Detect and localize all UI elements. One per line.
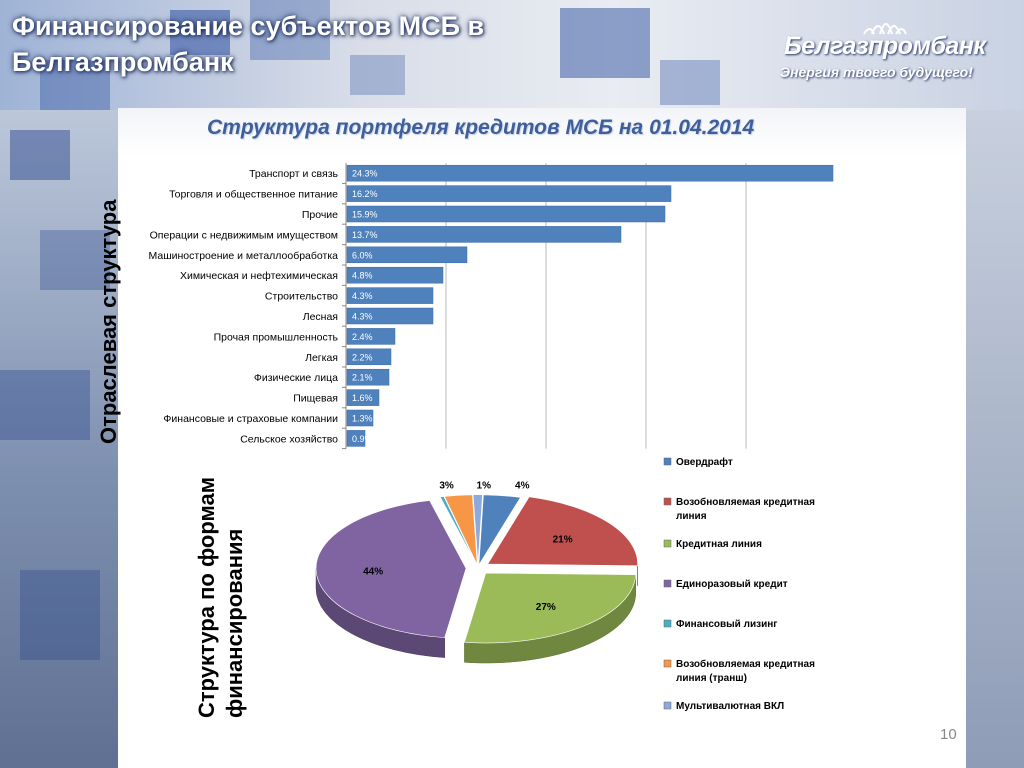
legend-label: Возобновляемая кредитная линия (676, 496, 815, 522)
pie-slice (444, 494, 478, 565)
category-label: Легкая (305, 352, 338, 364)
category-label: Прочая промышленность (214, 331, 339, 343)
slide-title: Финансирование субъектов МСБ в Белгазпро… (12, 11, 485, 77)
bar (346, 226, 622, 243)
category-label: Прочие (302, 209, 338, 221)
bar-data-label: 15.9% (352, 210, 378, 220)
category-label: Транспорт и связь (249, 168, 338, 180)
legend-swatch (663, 497, 672, 506)
bar (346, 185, 672, 202)
bar (346, 246, 468, 264)
bar (346, 328, 396, 345)
category-label: Химическая и нефтехимическая (180, 270, 338, 282)
pie-slice (464, 572, 637, 644)
logo-emblem-icon (863, 23, 907, 35)
bank-logo: Белгазпромбанк Энергия твоего будущего! (776, 14, 998, 84)
pie-data-label: 27% (536, 602, 556, 613)
bar-data-label: 0.9% (352, 434, 373, 444)
right-decor-background (966, 110, 1024, 768)
legend-label: Кредитная линия (676, 539, 762, 550)
bar-data-label: 2.2% (352, 352, 373, 362)
legend-swatch (663, 619, 672, 628)
pie-data-label: 44% (363, 567, 383, 578)
bar (346, 266, 444, 284)
legend-swatch (663, 457, 672, 466)
legend-label: Единоразовый кредит (676, 579, 788, 590)
bar-data-label: 4.3% (352, 291, 373, 301)
bar (346, 389, 380, 406)
bar-data-label: 16.2% (352, 189, 378, 199)
bar-data-label: 1.3% (352, 414, 373, 424)
legend-label: Овердрафт (676, 456, 733, 468)
bar (346, 307, 434, 325)
pie-slice (472, 494, 483, 565)
bar (346, 287, 434, 304)
category-label: Машиностроение и металлообработка (149, 250, 339, 262)
bar-data-label: 2.1% (352, 373, 373, 383)
legend-swatch (663, 659, 672, 668)
category-label: Строительство (265, 291, 338, 303)
page-number: 10 (940, 726, 957, 743)
legend-label: Финансовый лизинг (676, 619, 777, 630)
logo-name: Белгазпромбанк (784, 32, 986, 60)
bar-data-label: 24.3% (352, 169, 378, 179)
category-label: Лесная (303, 311, 338, 323)
logo-slogan: Энергия твоего будущего! (780, 64, 973, 80)
category-label: Пищевая (293, 393, 338, 405)
pie-data-label: 21% (553, 534, 573, 545)
bar (346, 205, 666, 223)
pie-data-label: 4% (515, 481, 530, 492)
financing-forms-label-line2: финансирования (222, 528, 247, 718)
pie-slice (478, 494, 521, 565)
legend-label: Мультивалютная ВКЛ (676, 701, 784, 712)
pie-data-labels: 4% 21% 27% 44% 3% 1% (363, 481, 573, 613)
pie-slice (487, 496, 638, 567)
industry-bar-chart: Транспорт и связь 24.3% Торговля и обществ… (149, 163, 834, 450)
pie-slice (439, 496, 477, 565)
pie-data-label: 3% (439, 481, 454, 492)
bar (346, 409, 374, 427)
bar-data-label: 4.3% (352, 312, 373, 322)
bar (346, 348, 392, 366)
legend-swatch (663, 701, 672, 710)
category-label: Торговля и общественное питание (169, 189, 338, 201)
pie-legend: Овердрафт Возобновляемая кредитная линия Кр… (663, 456, 815, 712)
pie-top-faces (315, 494, 638, 644)
financing-pie-chart: 4% 21% 27% 44% 3% 1% (315, 481, 638, 664)
category-label: Сельское хозяйство (240, 433, 338, 445)
bar-data-label: 13.7% (352, 230, 378, 240)
legend-swatch (663, 539, 672, 548)
category-label: Финансовые и страховые компании (163, 413, 338, 425)
financing-forms-label-line1: Структура по формам (194, 477, 219, 718)
pie-slice (315, 500, 467, 638)
bar (346, 430, 366, 447)
header-background (0, 0, 1024, 110)
legend-label: Возобновляемая кредитная линия (транш) (676, 658, 815, 684)
bar (346, 164, 834, 182)
bar (346, 368, 390, 386)
subtitle-band (118, 108, 966, 156)
legend-swatch (663, 579, 672, 588)
bar-data-label: 4.8% (352, 271, 373, 281)
bar-data-label: 6.0% (352, 250, 373, 260)
left-decor-background (0, 110, 118, 768)
category-label: Операции с недвижимым имуществом (150, 229, 338, 241)
bar-data-label: 1.6% (352, 393, 373, 403)
chart-subtitle: Структура портфеля кредитов МСБ на 01.04… (207, 116, 755, 139)
pie-data-label: 1% (477, 481, 492, 492)
bar-data-label: 2.4% (352, 332, 373, 342)
category-label: Физические лица (254, 372, 338, 384)
